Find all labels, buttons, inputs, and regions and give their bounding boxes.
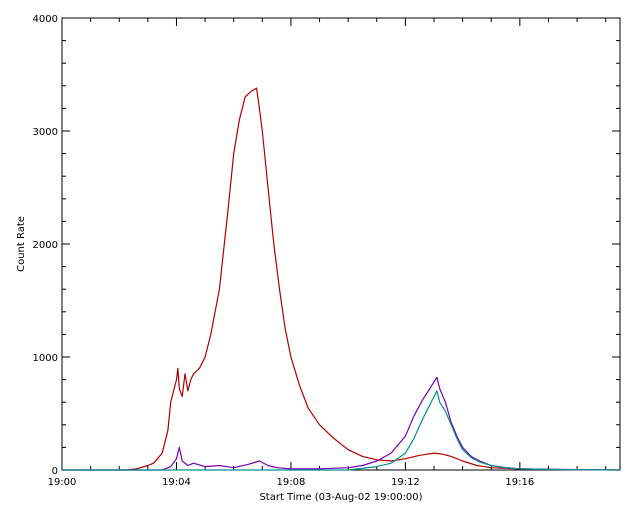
plot-frame <box>61 17 621 471</box>
y-tick-label: 4000 <box>33 14 58 25</box>
x-axis-title: Start Time (03-Aug-02 19:00:00) <box>259 492 422 503</box>
y-tick-label: 3000 <box>33 127 58 138</box>
y-tick-label: 0 <box>52 466 58 477</box>
axes: 19:00 19:04 19:08 19:12 19:16 0 1000 2000 3000 40… <box>33 14 621 488</box>
x-tick-label: 19:00 <box>48 477 77 488</box>
x-tick-label: 19:12 <box>391 477 420 488</box>
y-tick-label: 2000 <box>33 240 58 251</box>
y-tick-label: 1000 <box>33 353 58 364</box>
series-line-2 <box>62 376 621 471</box>
series-line-3 <box>62 390 621 471</box>
x-tick-label: 19:04 <box>162 477 191 488</box>
x-tick-label: 19:16 <box>505 477 534 488</box>
x-tick-label: 19:08 <box>277 477 306 488</box>
series-layer <box>62 87 621 471</box>
y-axis-title: Count Rate <box>16 216 27 272</box>
series-line-1 <box>62 87 621 471</box>
